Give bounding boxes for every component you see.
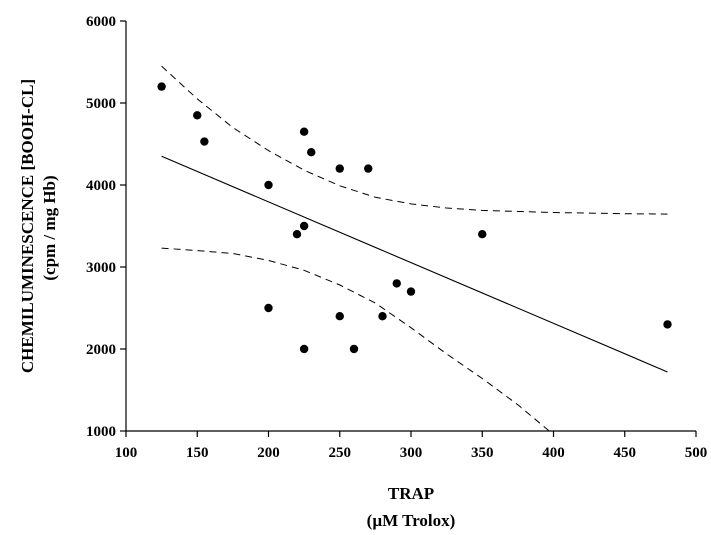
data-point [335, 164, 344, 173]
y-tick-label: 1000 [86, 424, 116, 440]
confidence-band-lower [161, 247, 550, 432]
x-tick-label: 400 [542, 445, 565, 461]
y-tick-label: 5000 [86, 96, 116, 112]
data-point [663, 320, 672, 329]
data-point [264, 303, 273, 313]
data-point [349, 344, 359, 354]
data-point [392, 279, 401, 288]
x-axis-title-line-1: TRAP [388, 484, 434, 503]
x-tick-label: 150 [186, 445, 209, 461]
data-point [299, 344, 309, 354]
data-point [299, 221, 309, 231]
x-tick-label: 250 [329, 445, 352, 461]
data-point [193, 111, 202, 120]
data-point [335, 312, 344, 321]
x-tick-label: 450 [614, 445, 637, 461]
x-tick-label: 500 [685, 445, 708, 461]
data-point [200, 137, 209, 146]
x-tick-label: 200 [257, 445, 280, 461]
y-axis-title-line-2: (cpm / mg Hb) [40, 175, 59, 280]
confidence-band-upper [161, 65, 668, 215]
data-point [299, 127, 309, 136]
regression-line-group [161, 155, 668, 373]
y-tick-label: 3000 [86, 260, 116, 276]
data-point [378, 312, 387, 321]
data-point [478, 230, 487, 239]
axes [125, 21, 696, 432]
data-point [364, 164, 373, 173]
x-tick-label: 300 [400, 445, 423, 461]
y-axis-title-line-1: CHEMILUMINESCENCE [BOOH-CL] [18, 79, 37, 373]
data-point [264, 180, 273, 190]
y-tick-label: 2000 [86, 342, 116, 358]
data-point [406, 287, 416, 296]
x-axis-ticks: 100 150 200 250 300 350 400 450 500 [115, 431, 708, 461]
x-tick-label: 350 [471, 445, 494, 461]
data-points [157, 82, 672, 354]
data-point [157, 82, 166, 91]
y-axis-ticks: 1000 2000 3000 4000 5000 6000 [86, 14, 126, 440]
regression-line [161, 155, 668, 373]
x-tick-label: 100 [115, 445, 138, 461]
y-tick-label: 4000 [86, 178, 116, 194]
y-tick-label: 6000 [86, 14, 116, 30]
confidence-band [161, 65, 668, 432]
data-point [307, 148, 316, 157]
data-point [292, 230, 302, 239]
x-axis-title-line-2: (µM Trolox) [367, 511, 456, 530]
